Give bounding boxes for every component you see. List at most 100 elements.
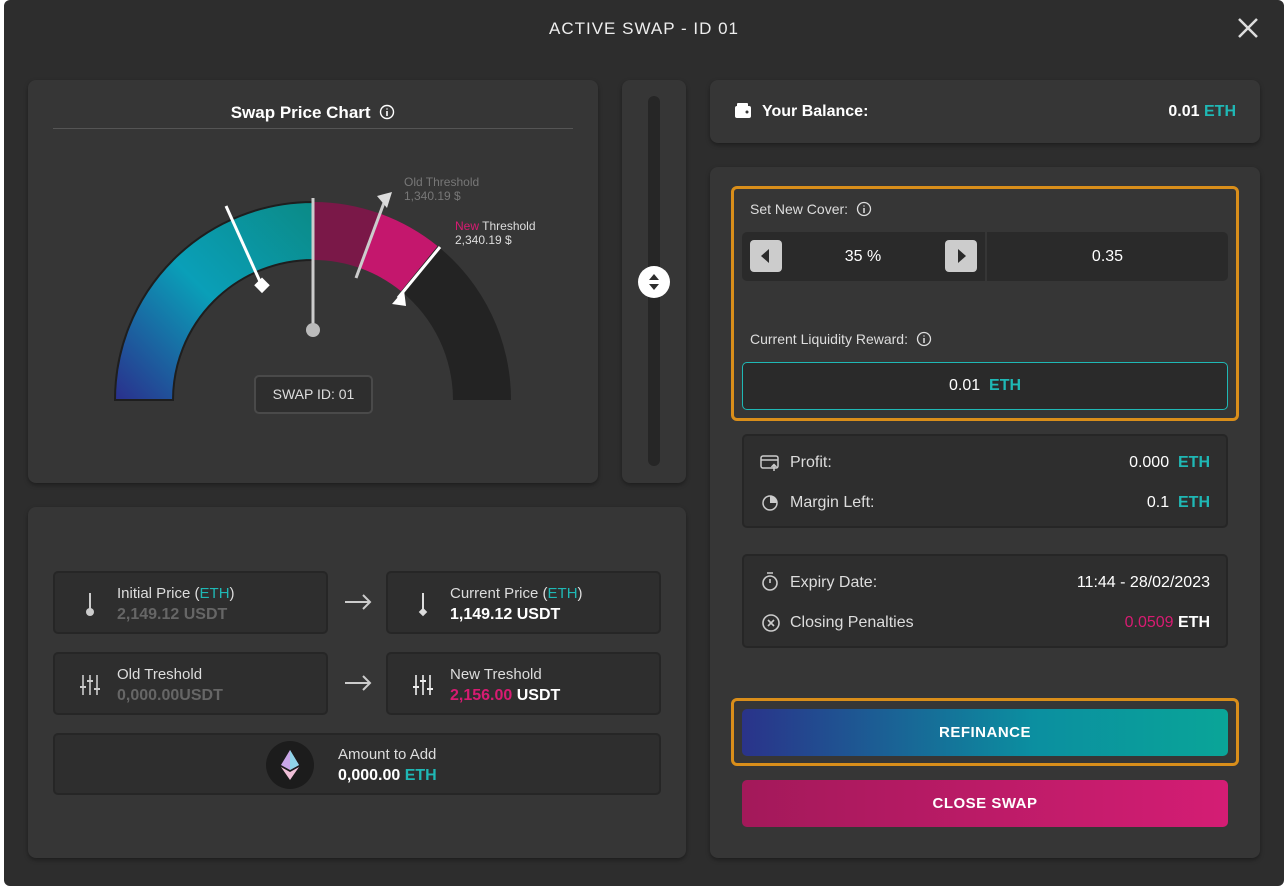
needle (354, 199, 387, 279)
value: 0,000.00 (117, 687, 180, 704)
new-threshold-value: 2,340.19 $ (455, 233, 512, 247)
needle (396, 246, 442, 299)
old-treshold-card: Old Treshold 0,000.00USDT (53, 652, 328, 715)
timer-icon (762, 572, 778, 591)
eth-icon (266, 741, 314, 789)
needle-tip (377, 192, 392, 208)
needle-tip (392, 290, 406, 306)
arrow (345, 594, 372, 610)
slider-panel (622, 80, 686, 483)
new-treshold-card: New Treshold 2,156.00 USDT (386, 652, 661, 715)
highlight-box (731, 186, 1239, 421)
balance-label: Your Balance: (762, 103, 869, 120)
cover-percent: 35 % (844, 248, 882, 265)
label-close: ) (577, 585, 583, 602)
value: 0.1 (1146, 494, 1170, 511)
thermo-icon (418, 593, 428, 617)
thermo-icon (86, 593, 94, 616)
profit-card: Profit: 0.000 ETH Margin Left: 0.1 ETH (742, 434, 1228, 528)
amount-card: Amount to Add 0,000.00 ETH (53, 733, 661, 795)
margin-label: Margin Left: (790, 494, 875, 511)
value: 2,149.12 (117, 606, 180, 623)
needle (224, 205, 264, 287)
label-text: Set New Cover: (750, 201, 849, 217)
new-treshold-value: 2,156.00 USDT (450, 687, 560, 705)
profit-label: Profit: (790, 454, 832, 471)
refinance-button[interactable]: REFINANCE (742, 709, 1228, 756)
price-panel: Initial Price (ETH) 2,149.12 USDT Curren… (28, 507, 686, 858)
value: 2,156.00 (450, 687, 513, 704)
chart-title: Swap Price Chart (28, 103, 598, 123)
info-icon[interactable] (856, 201, 872, 217)
divider (53, 128, 573, 129)
penalties-label: Closing Penalties (790, 614, 914, 631)
gauge: Old Threshold 1,340.19 $ New Threshold 2… (113, 175, 536, 401)
reward-box: 0.01 ETH (742, 362, 1228, 410)
cover-label: Set New Cover: (750, 201, 872, 217)
slider-knob[interactable] (638, 266, 670, 298)
label-text: Initial Price ( (117, 585, 200, 602)
close-icon[interactable] (1236, 16, 1260, 40)
arrow (345, 675, 372, 691)
gauge-segment (401, 246, 511, 400)
info-icon[interactable] (916, 331, 932, 347)
value: 0.01 (948, 377, 981, 394)
expiry-card: Expiry Date: 11:44 - 28/02/2023 Closing … (742, 554, 1228, 648)
increase-button[interactable] (945, 240, 977, 272)
reward-label: Current Liquidity Reward: (750, 331, 932, 347)
cover-row: 35 % 0.35 (742, 232, 1228, 281)
value: 1,149.12 (450, 606, 513, 623)
old-treshold-value: 0,000.00USDT (117, 687, 223, 705)
amount-value: 0,000.00 ETH (338, 767, 437, 785)
currency: USDT (516, 606, 561, 623)
currency: USDT (183, 606, 228, 623)
threshold-word: Threshold (482, 219, 535, 233)
currency: ETH (1204, 103, 1236, 120)
wallet-icon (735, 103, 751, 118)
profit-value: 0.000 ETH (1129, 454, 1210, 472)
current-price-label: Current Price (ETH) (450, 585, 583, 602)
margin-value: 0.1 ETH (1147, 494, 1210, 512)
label-text: Current Price ( (450, 585, 548, 602)
chart-panel: Swap Price Chart Old Threshold 1,340.19 … (28, 80, 598, 483)
expiry-value: 11:44 - 28/02/2023 (1076, 574, 1210, 591)
divider (985, 232, 987, 281)
balance-panel: Your Balance: 0.01 ETH (710, 80, 1260, 143)
close-swap-button[interactable]: CLOSE SWAP (742, 780, 1228, 827)
value: 0,000.00 (338, 767, 401, 784)
currency: ETH (1178, 614, 1210, 631)
sliders-icon (413, 675, 433, 695)
new-threshold-label: New Threshold (455, 219, 536, 233)
swap-id: SWAP ID: 01 (254, 375, 373, 414)
expiry-label: Expiry Date: (790, 574, 878, 591)
decrease-button[interactable] (750, 240, 782, 272)
currency: ETH (1178, 494, 1210, 511)
gauge-segment (360, 213, 438, 292)
chart-title-text: Swap Price Chart (230, 103, 371, 122)
unit: ETH (199, 585, 230, 602)
old-threshold-value: 1,340.19 $ (404, 189, 461, 203)
value: 0.0509 (1124, 614, 1174, 631)
currency: ETH (1178, 454, 1210, 471)
new-word: New (455, 219, 479, 233)
info-icon[interactable] (379, 104, 395, 120)
modal-title: ACTIVE SWAP - ID 01 (549, 19, 739, 38)
current-price-card: Current Price (ETH) 1,149.12 USDT (386, 571, 661, 634)
value: 0.000 (1129, 454, 1170, 471)
value: 0.01 (1168, 103, 1200, 120)
highlight-box (731, 698, 1239, 766)
sliders-icon (80, 675, 100, 695)
balance-value: 0.01 ETH (1168, 103, 1236, 121)
initial-price-card: Initial Price (ETH) 2,149.12 USDT (53, 571, 328, 634)
card-icon (760, 455, 779, 471)
old-treshold-label: Old Treshold (117, 666, 203, 683)
currency: ETH (989, 377, 1022, 394)
needle-tip (254, 277, 270, 294)
initial-price-value: 2,149.12 USDT (117, 606, 227, 624)
old-threshold-label: Old Threshold (404, 175, 479, 189)
currency: USDT (516, 687, 561, 704)
gauge-segment (313, 201, 381, 269)
swap-panel: Set New Cover: 35 % 0.35 Current Liquidi… (710, 167, 1260, 858)
